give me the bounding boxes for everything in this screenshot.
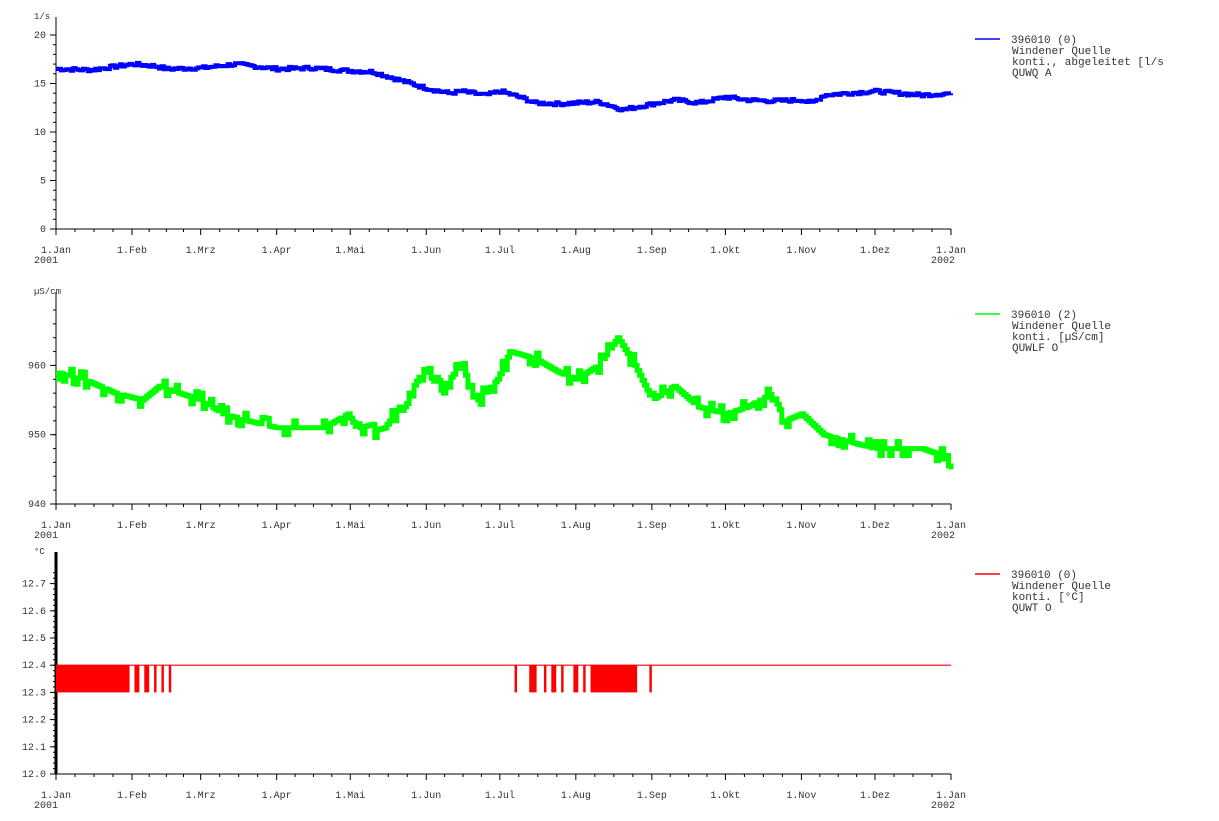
series-dip xyxy=(551,665,557,693)
x-tick-label: 1.Jan xyxy=(936,246,966,257)
legend-text-line: konti. [µS/cm] xyxy=(1012,332,1104,344)
x-tick-year-label: 2001 xyxy=(34,801,58,812)
x-tick-label: 1.Jun xyxy=(411,246,441,257)
x-tick-label: 1.Sep xyxy=(637,521,667,532)
series-dip xyxy=(649,665,652,693)
x-tick-label: 1.Nov xyxy=(786,791,816,802)
series-dip xyxy=(161,665,164,693)
legend-text-line: konti. [°C] xyxy=(1012,592,1085,604)
x-tick-label: 1.Aug xyxy=(561,521,591,532)
chart-temperature: °C12.012.112.212.312.412.512.612.71.Jan2… xyxy=(22,547,1111,812)
y-unit-label: °C xyxy=(34,547,45,557)
series-dip xyxy=(590,665,638,693)
x-tick-label: 1.Sep xyxy=(637,791,667,802)
x-tick-year-label: 2001 xyxy=(34,531,58,542)
y-tick-label: 20 xyxy=(34,31,46,42)
x-tick-label: 1.Dez xyxy=(860,791,890,802)
x-tick-label: 1.Feb xyxy=(117,245,147,257)
legend-text-line: QUWT O xyxy=(1012,603,1052,615)
x-tick-label: 1.Aug xyxy=(561,246,591,257)
legend-text-line: konti., abgeleitet [l/s xyxy=(1012,57,1164,69)
series-line xyxy=(56,335,954,470)
x-tick-label: 1.Sep xyxy=(637,246,667,257)
x-tick-label: 1.Jul xyxy=(485,790,515,802)
x-tick-label: 1.Apr xyxy=(262,791,292,802)
x-tick-label: 1.Okt xyxy=(710,790,740,802)
y-tick-label: 12.2 xyxy=(22,716,46,727)
y-tick-label: 12.4 xyxy=(22,661,46,672)
legend-text-line: Windener Quelle xyxy=(1012,46,1111,58)
legend-text-line: Windener Quelle xyxy=(1012,321,1111,333)
x-tick-label: 1.Jun xyxy=(411,521,441,532)
x-tick-year-label: 2002 xyxy=(931,531,955,542)
x-tick-label: 1.Mai xyxy=(335,520,365,532)
series-dip xyxy=(561,665,564,693)
x-tick-label: 1.Jul xyxy=(485,245,515,257)
y-tick-label: 12.0 xyxy=(22,770,46,781)
y-tick-label: 0 xyxy=(40,225,46,236)
x-tick-label: 1.Jan xyxy=(41,521,71,532)
series-dip xyxy=(529,665,537,693)
y-tick-label: 12.7 xyxy=(22,580,46,591)
legend-series-name: 396010 (0) xyxy=(1011,35,1077,47)
series-dip xyxy=(56,665,130,693)
x-tick-label: 1.Feb xyxy=(117,790,147,802)
legend-text-line: QUWQ A xyxy=(1012,68,1052,80)
series-dip xyxy=(514,665,517,693)
legend-text-line: Windener Quelle xyxy=(1012,581,1111,593)
x-tick-label: 1.Nov xyxy=(786,521,816,532)
y-tick-label: 12.3 xyxy=(22,688,46,699)
x-tick-label: 1.Mrz xyxy=(186,521,216,532)
x-tick-label: 1.Apr xyxy=(262,521,292,532)
x-tick-label: 1.Mai xyxy=(335,790,365,802)
series-dip xyxy=(583,665,586,693)
x-tick-label: 1.Nov xyxy=(786,246,816,257)
x-tick-label: 1.Jan xyxy=(41,246,71,257)
x-tick-label: 1.Feb xyxy=(117,520,147,532)
y-unit-label: 1/s xyxy=(34,12,50,22)
series-line xyxy=(56,60,953,113)
series-dip xyxy=(154,665,157,693)
series-dip xyxy=(144,665,150,693)
y-tick-label: 5 xyxy=(40,177,46,188)
x-tick-year-label: 2002 xyxy=(931,256,955,267)
y-tick-label: 12.6 xyxy=(22,607,46,618)
x-tick-label: 1.Mrz xyxy=(186,246,216,257)
x-tick-label: 1.Okt xyxy=(710,245,740,257)
x-tick-label: 1.Aug xyxy=(561,791,591,802)
x-tick-label: 1.Jan xyxy=(936,791,966,802)
x-tick-label: 1.Dez xyxy=(860,521,890,532)
x-tick-label: 1.Jan xyxy=(41,791,71,802)
y-tick-label: 12.1 xyxy=(22,743,46,754)
x-tick-label: 1.Dez xyxy=(860,246,890,257)
x-tick-label: 1.Jun xyxy=(411,791,441,802)
legend-text-line: QUWLF O xyxy=(1012,343,1059,355)
x-tick-label: 1.Okt xyxy=(710,520,740,532)
y-tick-label: 15 xyxy=(34,80,46,91)
y-tick-label: 960 xyxy=(28,361,46,372)
y-unit-label: µS/cm xyxy=(34,287,61,297)
x-tick-label: 1.Jul xyxy=(485,520,515,532)
series-dip xyxy=(543,665,547,693)
series-dip xyxy=(168,665,172,693)
x-tick-year-label: 2001 xyxy=(34,256,58,267)
y-tick-label: 12.5 xyxy=(22,634,46,645)
y-tick-label: 950 xyxy=(28,431,46,442)
series-dip xyxy=(134,665,140,693)
legend-series-name: 396010 (2) xyxy=(1011,310,1077,322)
x-tick-year-label: 2002 xyxy=(931,801,955,812)
y-tick-label: 940 xyxy=(28,500,46,511)
legend-series-name: 396010 (0) xyxy=(1011,570,1077,582)
x-tick-label: 1.Apr xyxy=(262,246,292,257)
x-tick-label: 1.Mrz xyxy=(186,791,216,802)
series-dip xyxy=(573,665,579,693)
x-tick-label: 1.Mai xyxy=(335,245,365,257)
x-tick-label: 1.Jan xyxy=(936,521,966,532)
y-tick-label: 10 xyxy=(34,128,46,139)
